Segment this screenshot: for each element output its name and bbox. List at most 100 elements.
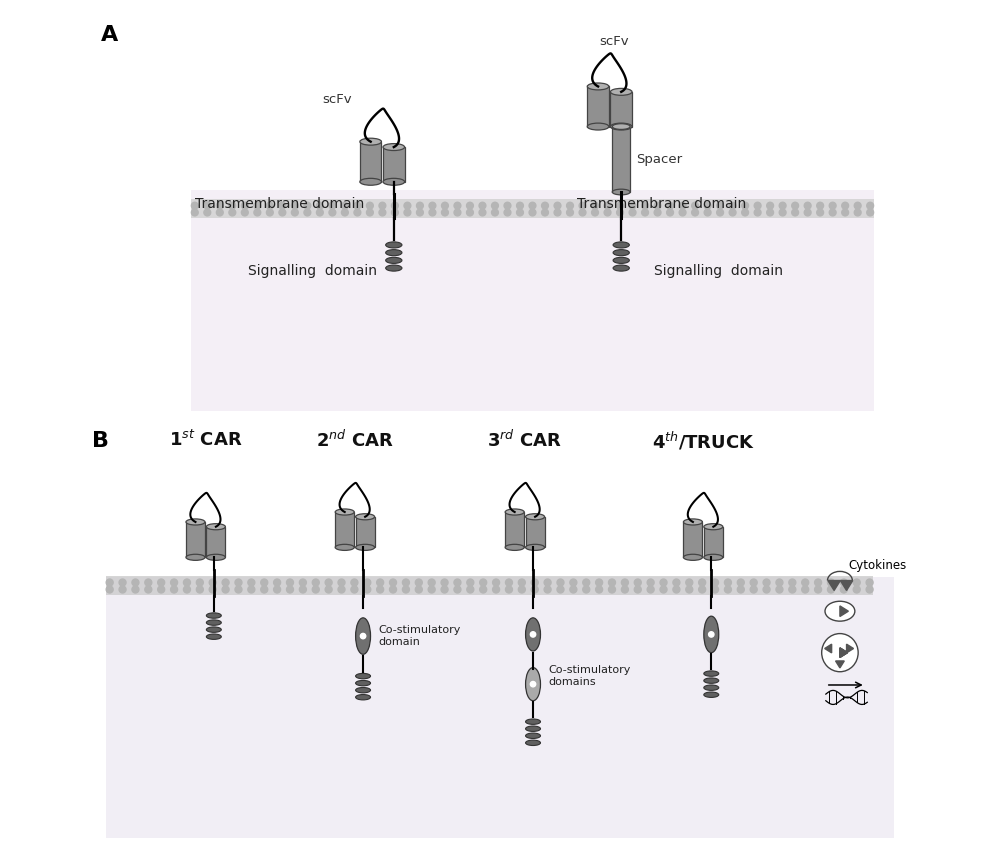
Ellipse shape <box>386 250 402 255</box>
Circle shape <box>815 586 822 593</box>
Circle shape <box>629 209 636 216</box>
Circle shape <box>325 586 332 593</box>
Circle shape <box>621 579 628 586</box>
Circle shape <box>567 202 573 209</box>
Ellipse shape <box>526 618 540 651</box>
Text: 3$^{rd}$ CAR: 3$^{rd}$ CAR <box>487 430 562 451</box>
Circle shape <box>583 586 590 593</box>
Circle shape <box>479 209 486 216</box>
Circle shape <box>312 579 319 586</box>
Ellipse shape <box>186 519 205 525</box>
Bar <box>206 527 225 558</box>
Circle shape <box>366 209 373 216</box>
Circle shape <box>209 586 216 593</box>
Circle shape <box>673 586 680 593</box>
Circle shape <box>454 586 461 593</box>
Bar <box>704 527 723 558</box>
Circle shape <box>557 579 564 586</box>
Bar <box>360 141 381 182</box>
Circle shape <box>366 202 373 209</box>
Circle shape <box>504 202 511 209</box>
Ellipse shape <box>383 144 405 151</box>
Circle shape <box>531 579 538 586</box>
Bar <box>356 517 375 547</box>
Text: A: A <box>100 25 118 45</box>
Ellipse shape <box>587 124 609 130</box>
Ellipse shape <box>613 257 629 263</box>
Circle shape <box>629 202 636 209</box>
Ellipse shape <box>526 726 540 732</box>
Circle shape <box>544 579 551 586</box>
Circle shape <box>266 209 273 216</box>
Circle shape <box>442 202 448 209</box>
Circle shape <box>106 579 113 586</box>
Circle shape <box>364 579 371 586</box>
Circle shape <box>667 209 673 216</box>
Ellipse shape <box>704 685 719 690</box>
Circle shape <box>379 209 386 216</box>
Circle shape <box>377 579 384 586</box>
Circle shape <box>467 586 474 593</box>
Ellipse shape <box>683 519 702 525</box>
Circle shape <box>854 202 861 209</box>
Ellipse shape <box>610 88 632 96</box>
Circle shape <box>827 586 834 593</box>
Circle shape <box>402 586 409 593</box>
Circle shape <box>829 209 836 216</box>
Circle shape <box>817 209 824 216</box>
Polygon shape <box>840 648 847 657</box>
Circle shape <box>209 579 216 586</box>
Circle shape <box>840 579 847 586</box>
Bar <box>683 522 702 558</box>
Circle shape <box>617 202 623 209</box>
Circle shape <box>609 586 615 593</box>
Circle shape <box>158 586 165 593</box>
Circle shape <box>686 579 693 586</box>
Circle shape <box>842 209 849 216</box>
Circle shape <box>390 586 397 593</box>
Ellipse shape <box>386 265 402 271</box>
Ellipse shape <box>704 524 723 530</box>
Text: scFv: scFv <box>599 35 629 47</box>
Circle shape <box>171 586 178 593</box>
Text: Transmembrane domain: Transmembrane domain <box>577 197 746 211</box>
Circle shape <box>660 579 667 586</box>
Circle shape <box>248 586 255 593</box>
Circle shape <box>467 579 474 586</box>
Circle shape <box>827 579 834 586</box>
Circle shape <box>517 209 523 216</box>
Circle shape <box>390 579 397 586</box>
Circle shape <box>183 586 190 593</box>
Circle shape <box>724 579 731 586</box>
Circle shape <box>866 579 873 586</box>
Circle shape <box>544 586 551 593</box>
Ellipse shape <box>356 680 371 686</box>
Circle shape <box>542 209 548 216</box>
Circle shape <box>776 586 783 593</box>
Ellipse shape <box>383 179 405 185</box>
Text: Transmembrane domain: Transmembrane domain <box>195 197 365 211</box>
Circle shape <box>351 579 358 586</box>
Ellipse shape <box>704 616 719 652</box>
Circle shape <box>567 209 573 216</box>
Ellipse shape <box>206 620 221 625</box>
Circle shape <box>529 209 536 216</box>
Circle shape <box>754 209 761 216</box>
Circle shape <box>351 586 358 593</box>
Circle shape <box>592 202 598 209</box>
Circle shape <box>866 586 873 593</box>
Circle shape <box>341 209 348 216</box>
Circle shape <box>712 579 719 586</box>
Circle shape <box>274 579 281 586</box>
Circle shape <box>802 586 809 593</box>
Circle shape <box>354 209 361 216</box>
Circle shape <box>673 579 680 586</box>
Circle shape <box>235 579 242 586</box>
Circle shape <box>692 209 698 216</box>
Circle shape <box>402 579 409 586</box>
Bar <box>186 522 205 558</box>
Ellipse shape <box>704 692 719 697</box>
Circle shape <box>596 579 603 586</box>
Ellipse shape <box>526 667 540 700</box>
Ellipse shape <box>526 740 540 745</box>
